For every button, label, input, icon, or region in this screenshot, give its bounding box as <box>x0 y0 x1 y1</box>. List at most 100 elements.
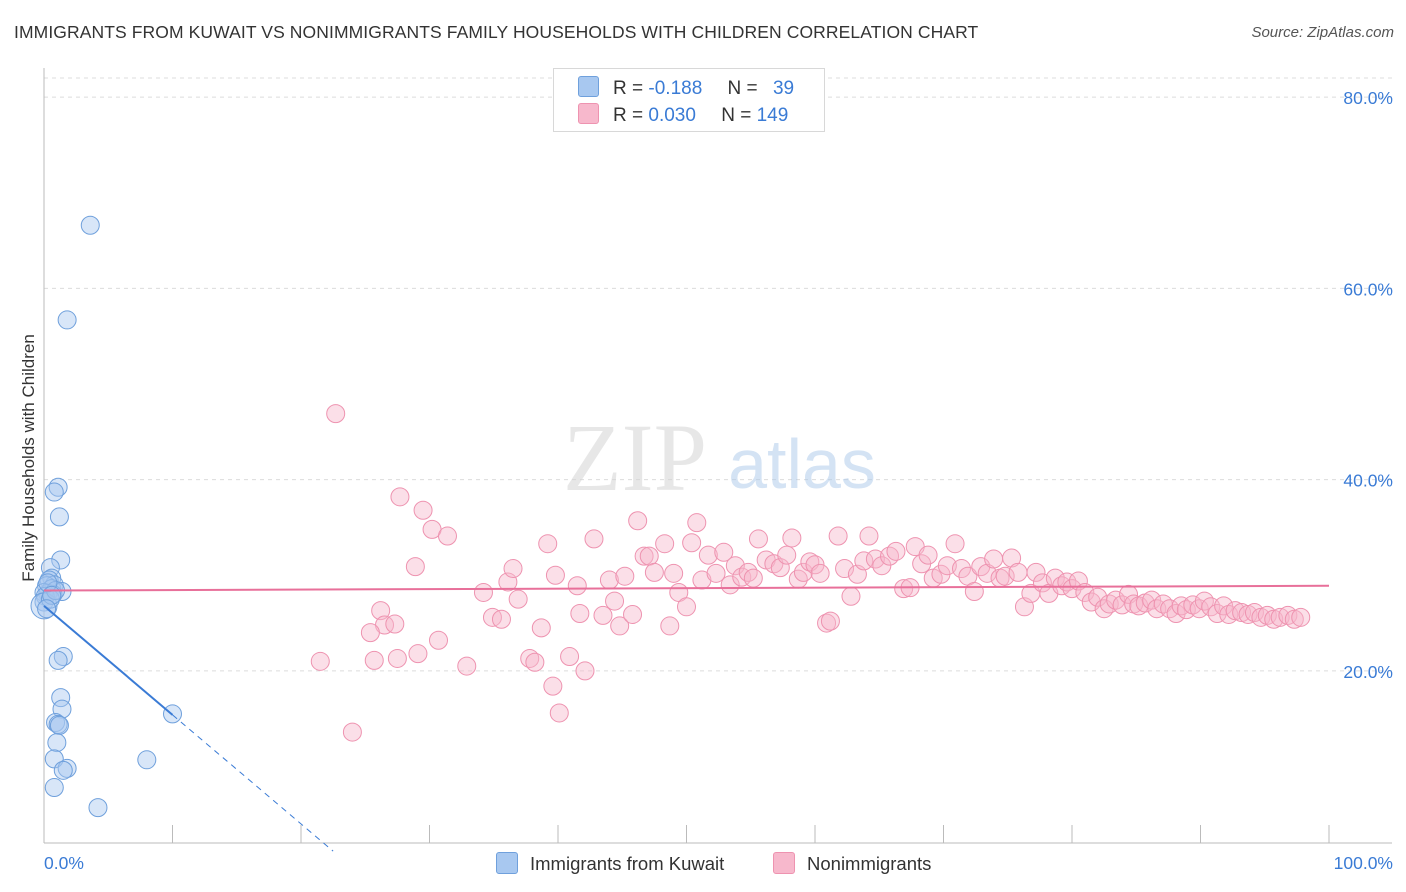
point-nonimmigrants <box>405 557 425 577</box>
point-nonimmigrants <box>872 556 892 576</box>
point-kuwait <box>49 715 69 735</box>
point-nonimmigrants <box>995 566 1015 586</box>
point-nonimmigrants <box>951 559 971 579</box>
point-nonimmigrants <box>575 661 595 681</box>
point-nonimmigrants <box>437 526 457 546</box>
point-nonimmigrants <box>714 542 734 562</box>
point-kuwait <box>53 647 73 667</box>
n-value-nonimmigrants: 149 <box>756 105 789 126</box>
point-nonimmigrants <box>390 487 410 507</box>
point-nonimmigrants <box>894 579 914 599</box>
legend-swatch-nonimmigrants <box>773 852 795 874</box>
point-nonimmigrants <box>698 545 718 565</box>
point-kuwait <box>137 750 157 770</box>
point-nonimmigrants <box>473 582 493 602</box>
axes <box>43 68 1392 844</box>
point-nonimmigrants <box>639 546 659 566</box>
point-nonimmigrants <box>387 648 407 668</box>
point-nonimmigrants <box>859 526 879 546</box>
point-kuwait <box>38 573 58 593</box>
point-nonimmigrants <box>748 529 768 549</box>
point-nonimmigrants <box>508 589 528 609</box>
point-nonimmigrants <box>525 652 545 672</box>
legend-swatch-kuwait <box>496 852 518 874</box>
point-nonimmigrants <box>1026 562 1046 582</box>
point-kuwait <box>53 760 73 780</box>
point-nonimmigrants <box>360 623 380 643</box>
point-nonimmigrants <box>385 614 405 634</box>
point-kuwait <box>49 507 69 527</box>
point-nonimmigrants <box>706 563 726 583</box>
point-kuwait <box>51 550 71 570</box>
point-nonimmigrants <box>593 605 613 625</box>
point-nonimmigrants <box>428 630 448 650</box>
point-nonimmigrants <box>984 549 1004 569</box>
data-points <box>30 215 1311 818</box>
point-nonimmigrants <box>623 604 643 624</box>
point-nonimmigrants <box>413 500 433 520</box>
point-nonimmigrants <box>543 676 563 696</box>
point-nonimmigrants <box>610 616 630 636</box>
point-nonimmigrants <box>937 556 957 576</box>
n-label: N = <box>727 78 758 99</box>
point-nonimmigrants <box>655 534 675 554</box>
point-nonimmigrants <box>628 511 648 531</box>
point-kuwait <box>88 798 108 818</box>
stats-row-kuwait: R = -0.188 N = 39 <box>578 76 794 100</box>
point-nonimmigrants <box>584 529 604 549</box>
point-nonimmigrants <box>945 534 965 554</box>
point-nonimmigrants <box>835 559 855 579</box>
point-nonimmigrants <box>1284 609 1304 629</box>
point-nonimmigrants <box>531 618 551 638</box>
point-nonimmigrants <box>567 576 587 596</box>
point-nonimmigrants <box>605 591 625 611</box>
chart-title: IMMIGRANTS FROM KUWAIT VS NONIMMIGRANTS … <box>14 22 979 42</box>
point-nonimmigrants <box>364 650 384 670</box>
point-nonimmigrants <box>743 568 763 588</box>
point-nonimmigrants <box>634 546 654 566</box>
stats-row-nonimmigrants: R = 0.030 N = 149 <box>578 103 788 127</box>
point-kuwait <box>47 733 67 753</box>
point-nonimmigrants <box>408 644 428 664</box>
point-nonimmigrants <box>1291 607 1311 627</box>
point-kuwait <box>46 713 66 733</box>
x-tick-label: 100.0% <box>1334 853 1393 873</box>
point-nonimmigrants <box>770 558 790 578</box>
legend-item-kuwait[interactable]: Immigrants from Kuwait <box>496 852 724 875</box>
point-nonimmigrants <box>687 513 707 533</box>
point-nonimmigrants <box>560 647 580 667</box>
point-nonimmigrants <box>677 597 696 617</box>
point-nonimmigrants <box>1238 604 1258 624</box>
source-label: Source: ZipAtlas.com <box>1251 24 1394 41</box>
point-kuwait <box>44 778 64 798</box>
point-nonimmigrants <box>820 611 840 631</box>
legend-item-nonimmigrants[interactable]: Nonimmigrants <box>773 852 931 875</box>
point-nonimmigrants <box>854 551 874 571</box>
point-nonimmigrants <box>720 575 740 595</box>
point-nonimmigrants <box>810 563 830 583</box>
point-nonimmigrants <box>664 563 684 583</box>
watermark: ZIP atlas <box>563 404 876 511</box>
point-nonimmigrants <box>520 648 540 668</box>
point-nonimmigrants <box>918 545 938 565</box>
x-tick-label: 0.0% <box>44 853 84 873</box>
trend-line-kuwait <box>43 605 174 716</box>
point-nonimmigrants <box>310 651 330 671</box>
point-nonimmigrants <box>964 582 984 602</box>
point-kuwait <box>44 482 64 502</box>
point-nonimmigrants <box>777 545 797 565</box>
point-kuwait <box>48 650 68 670</box>
point-nonimmigrants <box>491 609 511 629</box>
y-tick-label: 60.0% <box>1343 279 1393 299</box>
point-nonimmigrants <box>342 722 362 742</box>
point-nonimmigrants <box>371 601 391 621</box>
point-nonimmigrants <box>549 703 569 723</box>
y-axis-label: Family Households with Children <box>19 334 38 582</box>
legend-label-kuwait: Immigrants from Kuwait <box>530 853 725 874</box>
trend-extension-kuwait <box>172 714 334 852</box>
y-tick-label: 20.0% <box>1343 662 1393 682</box>
point-nonimmigrants <box>1002 548 1022 568</box>
watermark-zip: ZIP <box>563 404 707 511</box>
r-value-nonimmigrants: 0.030 <box>648 105 696 126</box>
